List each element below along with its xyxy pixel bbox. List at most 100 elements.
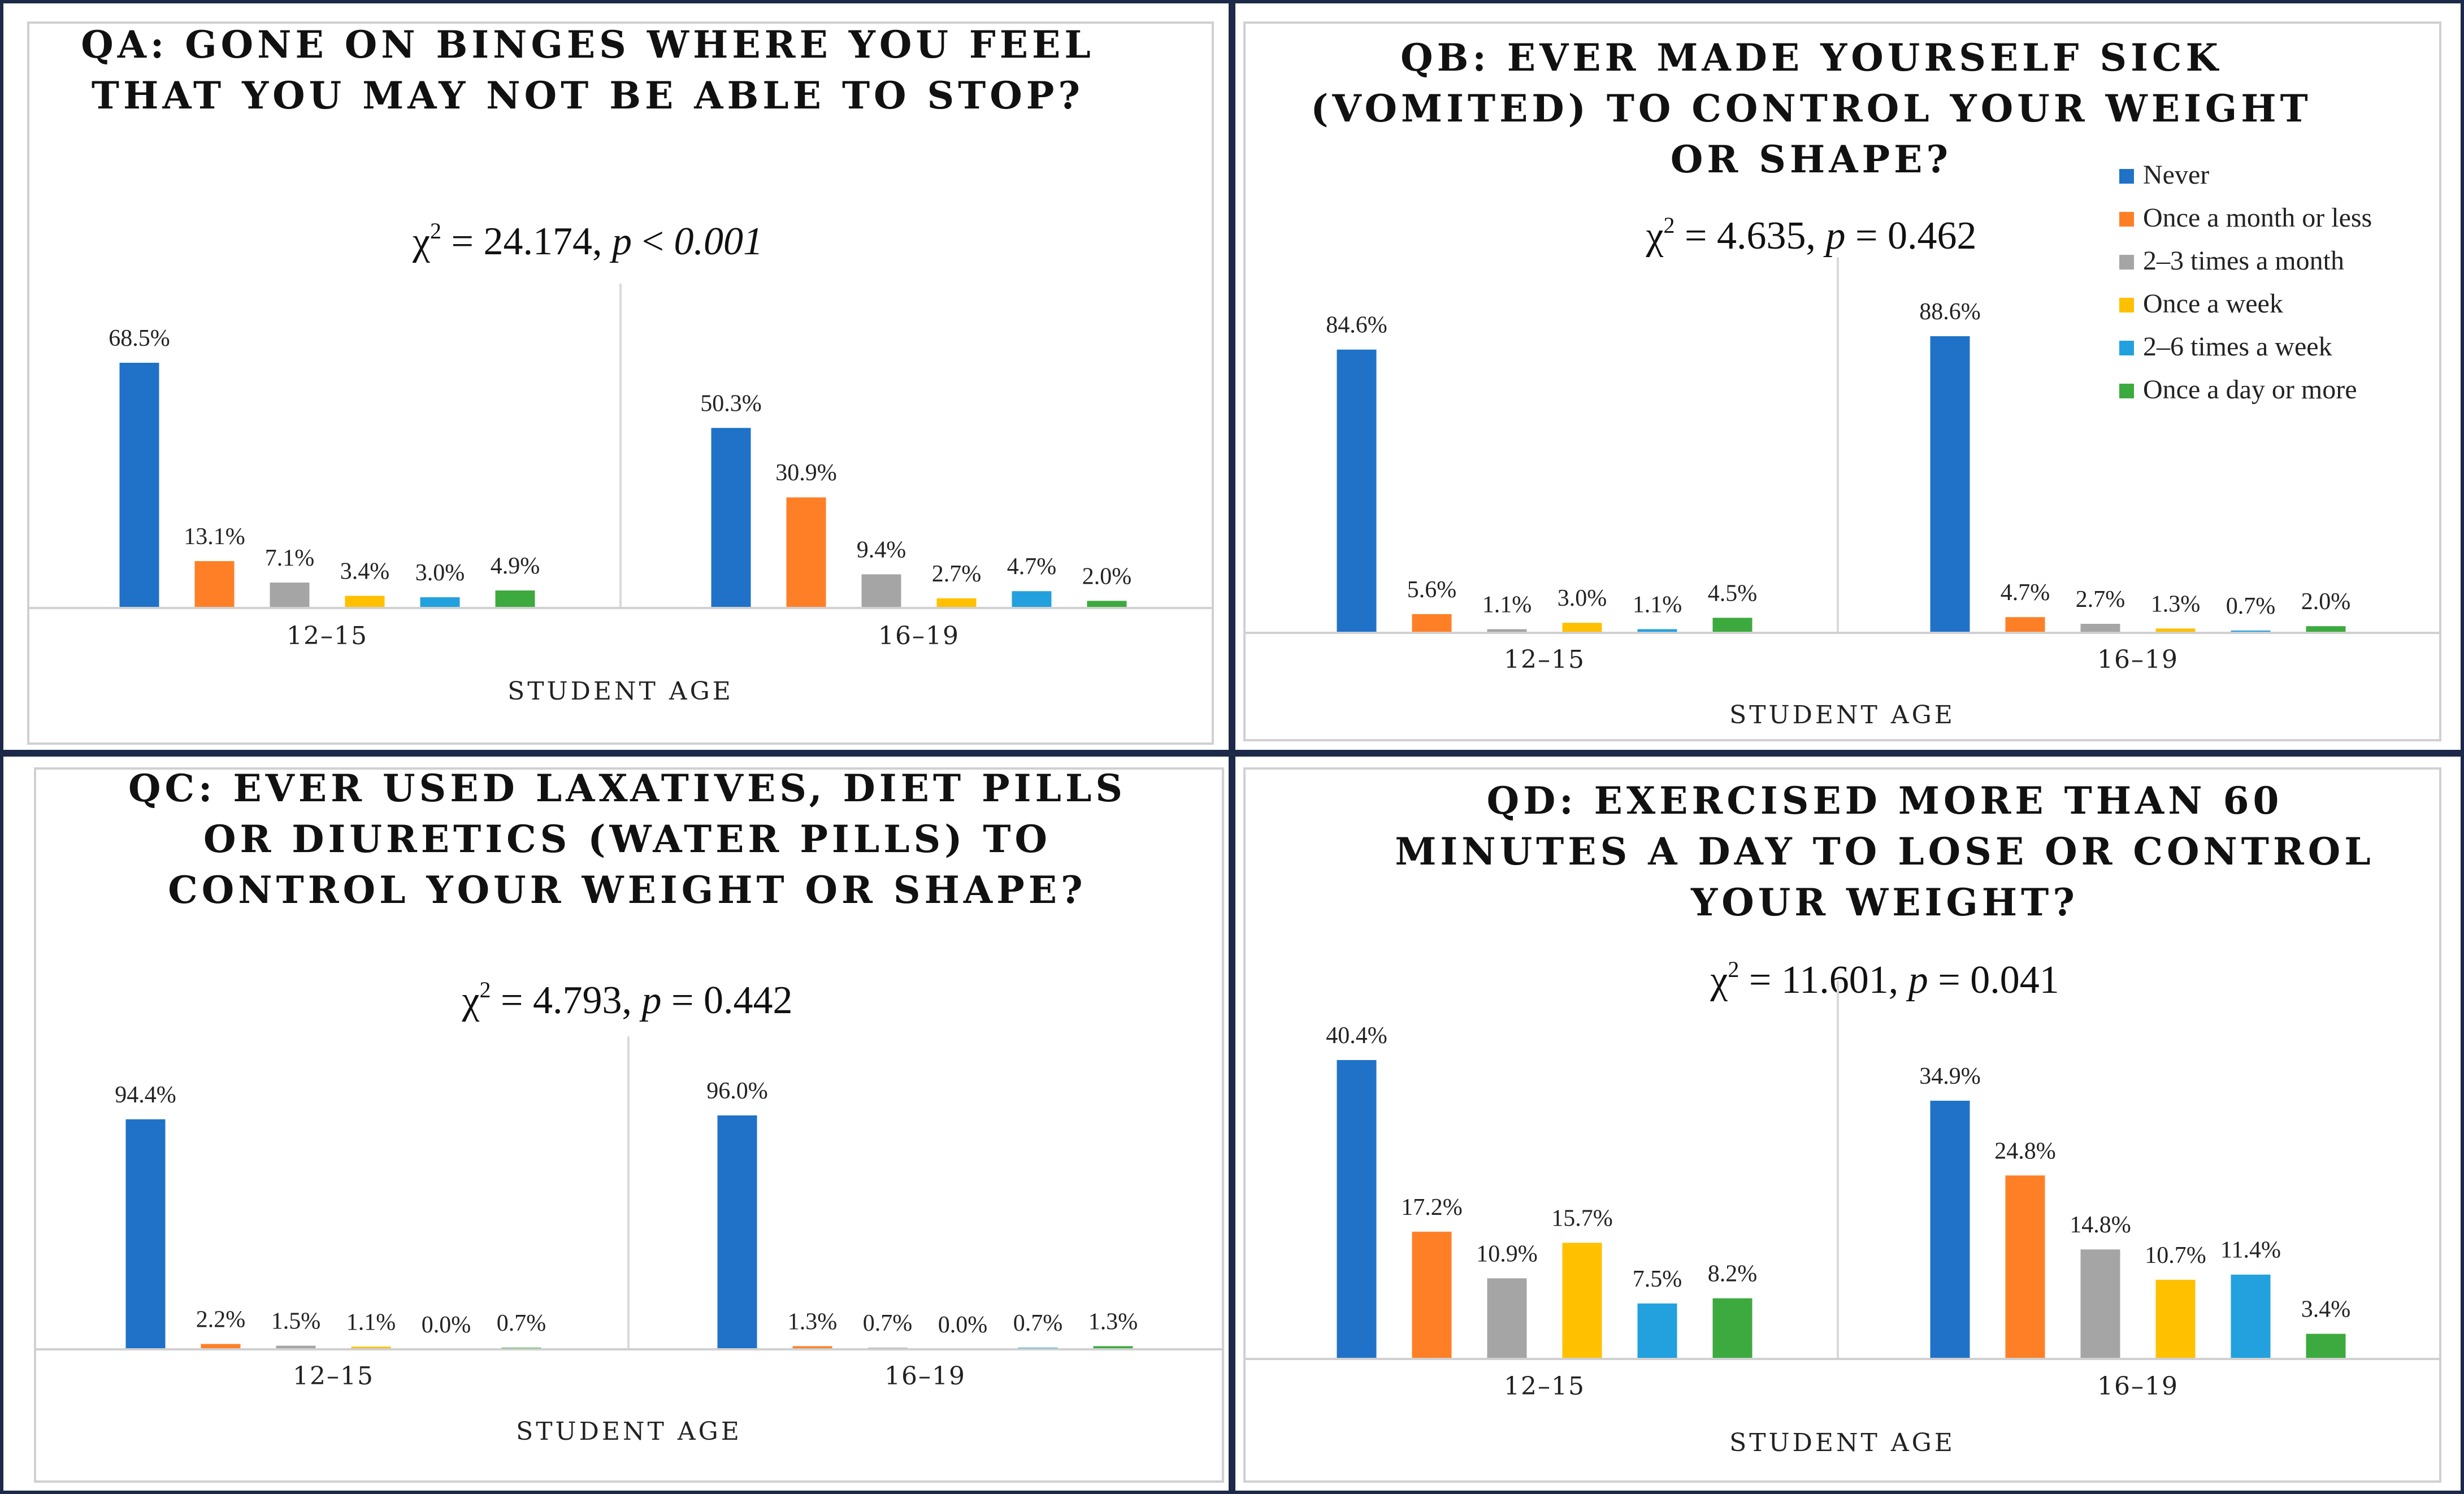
legend-label: 2–6 times a week (2143, 332, 2332, 362)
data-label: 88.6% (1919, 299, 1981, 325)
legend-swatch (2119, 341, 2134, 355)
chart-title-line: QA: GONE ON BINGES WHERE YOU FEEL (81, 23, 1095, 67)
panel-qb: QB: EVER MADE YOURSELF SICK (VOMITED) TO … (1232, 0, 2464, 753)
data-label: 24.8% (1994, 1138, 2056, 1164)
data-label: 3.0% (1558, 585, 1607, 611)
x-axis-title: STUDENT AGE (507, 677, 734, 706)
bar (420, 597, 460, 608)
data-label: 13.1% (184, 524, 245, 550)
bar (936, 598, 977, 608)
data-label: 1.1% (1633, 592, 1682, 618)
data-label: 7.5% (1633, 1266, 1682, 1292)
legend-swatch (2119, 255, 2134, 270)
bar (201, 1344, 241, 1349)
bar (345, 596, 385, 608)
chart-title-line: QB: EVER MADE YOURSELF SICK (1400, 36, 2222, 80)
category-label: 12–15 (287, 622, 368, 650)
data-label: 1.1% (346, 1309, 396, 1335)
x-axis-title: STUDENT AGE (1729, 1428, 1955, 1457)
bar (717, 1115, 757, 1349)
data-label: 0.0% (422, 1312, 471, 1338)
bar (495, 590, 535, 608)
data-label: 10.7% (2145, 1243, 2206, 1269)
bar (1337, 349, 1377, 633)
chart-title-line: QC: EVER USED LAXATIVES, DIET PILLS (128, 766, 1126, 810)
bar (351, 1347, 391, 1349)
data-label: 2.7% (2076, 587, 2125, 613)
data-label: 1.5% (271, 1309, 321, 1335)
panel-qd: QD: EXERCISED MORE THAN 60 MINUTES A DAY … (1232, 753, 2464, 1494)
bar (194, 561, 235, 608)
panel-border (0, 0, 1232, 753)
bar (2080, 1249, 2120, 1359)
bar (1712, 1298, 1752, 1359)
legend: Never Once a month or less 2–3 times a mon… (2119, 160, 2372, 405)
data-label: 4.9% (491, 553, 540, 579)
data-label: 94.4% (115, 1082, 176, 1108)
panel-qc: QC: EVER USED LAXATIVES, DIET PILLS OR DI… (0, 753, 1232, 1494)
bar (792, 1346, 832, 1349)
panel-qa: QA: GONE ON BINGES WHERE YOU FEEL THAT YO… (0, 0, 1232, 753)
data-label: 1.3% (1088, 1309, 1138, 1335)
bar (270, 583, 310, 608)
data-label: 1.3% (788, 1309, 838, 1335)
bar (2155, 1279, 2196, 1359)
data-label: 0.0% (938, 1312, 988, 1338)
bar (1487, 629, 1527, 633)
bar (1562, 623, 1602, 633)
category-label: 16–19 (2097, 645, 2179, 674)
category-label: 16–19 (2097, 1372, 2179, 1401)
legend-swatch (2119, 169, 2134, 184)
category-label: 16–19 (884, 1362, 966, 1391)
bar (1087, 601, 1127, 608)
chart-title-line: THAT YOU MAY NOT BE ABLE TO STOP? (92, 73, 1084, 118)
panel-border (1232, 0, 2464, 753)
bar (1012, 591, 1052, 608)
data-label: 4.7% (1007, 554, 1057, 580)
bar (1487, 1278, 1527, 1359)
bar (119, 363, 159, 608)
data-label: 4.5% (1708, 580, 1758, 606)
data-label: 9.4% (857, 537, 906, 563)
bar (125, 1119, 166, 1349)
bar (1412, 1231, 1452, 1359)
category-label: 12–15 (1504, 1372, 1585, 1401)
chi-square-stat: χ2 = 11.601, p = 0.041 (1710, 957, 2059, 1002)
legend-label: Once a month or less (2143, 203, 2372, 233)
x-axis-title: STUDENT AGE (516, 1417, 742, 1446)
data-label: 84.6% (1326, 312, 1387, 338)
data-label: 96.0% (706, 1078, 768, 1104)
data-label: 4.7% (2001, 580, 2050, 606)
bar (786, 497, 826, 608)
chart-title-line: (VOMITED) TO CONTROL YOUR WEIGHT (1311, 86, 2311, 131)
legend-label: Never (2143, 160, 2209, 190)
bar (1930, 1101, 1970, 1359)
data-label: 7.1% (265, 545, 315, 571)
data-label: 1.3% (2151, 591, 2201, 617)
bar (1412, 614, 1452, 633)
data-label: 2.0% (2301, 589, 2351, 615)
data-label: 10.9% (1476, 1241, 1538, 1267)
chart-title-line: OR DIURETICS (WATER PILLS) TO (203, 817, 1051, 861)
data-label: 0.7% (1013, 1310, 1063, 1336)
bar (711, 428, 751, 608)
chart-frame (1243, 767, 2441, 1483)
bar (2155, 628, 2196, 633)
chi-square-stat: χ2 = 4.635, p = 0.462 (1645, 212, 1976, 258)
category-label: 16–19 (878, 622, 960, 650)
legend-swatch (2119, 384, 2134, 398)
chart-title-line: YOUR WEIGHT? (1690, 880, 2079, 924)
bar (2231, 1274, 2271, 1359)
chi-square-stat: χ2 = 24.174, p < 0.001 (412, 218, 763, 263)
bar (1712, 618, 1752, 633)
data-label: 15.7% (1551, 1205, 1613, 1231)
chart-title-line: QD: EXERCISED MORE THAN 60 (1487, 779, 2283, 823)
chi-square-stat: χ2 = 4.793, p = 0.442 (461, 977, 792, 1022)
category-label: 12–15 (293, 1362, 374, 1391)
data-label: 2.0% (1082, 563, 1132, 589)
bar (1930, 336, 1970, 633)
bar (2306, 626, 2346, 633)
category-label: 12–15 (1504, 645, 1585, 674)
bar (2306, 1334, 2346, 1359)
